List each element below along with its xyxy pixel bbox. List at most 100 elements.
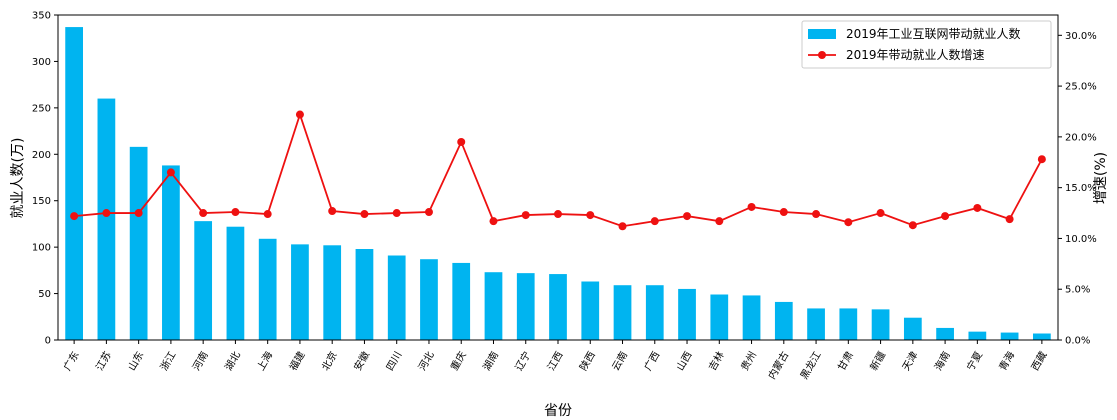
bar-海南 (936, 327, 954, 340)
bar-山东 (129, 146, 148, 340)
growth-point-广东 (70, 212, 79, 221)
legend-box (801, 20, 1052, 69)
bar-河南 (194, 221, 213, 340)
x-tick-label: 四川 (385, 350, 405, 373)
bar-云南 (613, 285, 632, 340)
bar-甘肃 (839, 308, 858, 340)
x-tick-label: 辽宁 (512, 349, 533, 373)
x-tick-label: 重庆 (448, 349, 469, 373)
y2-tick-label: 15.0% (1065, 183, 1097, 194)
growth-point-新疆 (876, 209, 885, 218)
growth-point-贵州 (747, 202, 756, 211)
x-tick-label: 新疆 (867, 349, 888, 373)
x-axis-title: 省份 (544, 403, 572, 419)
growth-point-山西 (683, 212, 692, 221)
y2-tick-label: 25.0% (1065, 82, 1097, 93)
bar-广西 (645, 285, 664, 340)
x-tick-label: 上海 (254, 349, 275, 373)
legend-line-marker (818, 51, 826, 59)
growth-point-内蒙古 (779, 208, 788, 217)
growth-point-安徽 (360, 210, 369, 219)
y-tick-label: 250 (32, 103, 51, 114)
growth-point-湖南 (489, 217, 498, 226)
growth-point-吉林 (715, 217, 724, 226)
growth-point-甘肃 (844, 218, 853, 227)
growth-rate-line (74, 111, 1043, 228)
x-tick-label: 吉林 (706, 349, 727, 373)
y2-tick-label: 10.0% (1065, 234, 1097, 245)
bar-江苏 (97, 98, 116, 340)
growth-point-黑龙江 (812, 210, 821, 219)
bar-河北 (420, 259, 438, 340)
bar-安徽 (355, 249, 374, 340)
y-tick-label: 200 (32, 150, 51, 161)
x-tick-label: 山西 (674, 350, 694, 373)
y-tick-label: 100 (32, 243, 51, 254)
bar-四川 (387, 255, 406, 340)
x-tick-label: 北京 (319, 349, 340, 373)
bar-黑龙江 (807, 308, 825, 340)
y-axis-title: 就业人数(万) (10, 138, 26, 219)
x-tick-label: 湖南 (480, 349, 501, 373)
x-tick-label: 江西 (545, 350, 565, 373)
x-tick-label: 宁夏 (964, 349, 985, 373)
growth-point-辽宁 (521, 211, 530, 220)
y2-tick-label: 0.0% (1065, 336, 1090, 347)
bar-陕西 (581, 281, 600, 340)
bar-贵州 (742, 295, 761, 340)
bar-重庆 (452, 262, 471, 340)
x-tick-label: 黑龙江 (797, 349, 823, 381)
bar-上海 (258, 238, 277, 340)
x-tick-label: 天津 (900, 350, 920, 373)
y-tick-label: 50 (38, 289, 51, 300)
bar-西藏 (1033, 333, 1051, 340)
x-tick-label: 广西 (642, 350, 662, 373)
x-tick-label: 陕西 (577, 349, 598, 373)
x-tick-label: 青海 (996, 349, 1017, 373)
y2-tick-label: 30.0% (1065, 31, 1097, 42)
x-tick-label: 海南 (931, 349, 952, 373)
x-tick-label: 广东 (60, 349, 81, 373)
bar-内蒙古 (774, 301, 793, 340)
growth-point-重庆 (457, 137, 466, 146)
growth-point-四川 (392, 209, 401, 218)
bar-北京 (323, 245, 342, 340)
growth-point-河北 (424, 208, 433, 217)
growth-point-浙江 (166, 168, 175, 177)
growth-point-天津 (908, 221, 917, 230)
legend-bar-label: 2019年工业互联网带动就业人数 (846, 26, 1021, 41)
x-tick-label: 浙江 (158, 350, 178, 373)
growth-point-西藏 (1037, 155, 1046, 164)
growth-point-山东 (134, 209, 143, 218)
x-tick-label: 甘肃 (835, 349, 856, 373)
legend-bar-swatch (808, 29, 836, 39)
line-layer (70, 110, 1046, 231)
legend: 2019年工业互联网带动就业人数 2019年带动就业人数增速 (801, 20, 1052, 69)
growth-point-湖北 (231, 208, 240, 217)
y-tick-label: 300 (32, 57, 51, 68)
growth-point-陕西 (586, 211, 595, 220)
growth-point-广西 (650, 217, 659, 226)
right-axis: 0.0% 5.0% 10.0% 15.0% 20.0% 25.0% 30.0% (1058, 31, 1097, 347)
growth-point-江苏 (102, 209, 111, 218)
x-tick-label: 江苏 (93, 349, 114, 373)
y-tick-label: 350 (32, 11, 51, 22)
growth-point-福建 (295, 110, 304, 119)
growth-point-北京 (328, 207, 337, 216)
bar-江西 (549, 274, 567, 340)
bar-浙江 (162, 165, 180, 340)
bar-湖北 (226, 226, 245, 340)
x-tick-label: 内蒙古 (765, 349, 791, 381)
bar-福建 (291, 244, 309, 340)
y-tick-label: 150 (32, 196, 51, 207)
x-tick-label: 西藏 (1029, 350, 1049, 373)
growth-point-宁夏 (973, 203, 982, 212)
bar-湖南 (484, 272, 503, 340)
y2-tick-label: 5.0% (1065, 285, 1090, 296)
bar-青海 (1000, 332, 1019, 340)
y2-axis-title: 增速(%) (1093, 152, 1109, 204)
bar-宁夏 (968, 331, 987, 340)
x-tick-label: 山东 (125, 349, 146, 373)
x-tick-label: 河南 (189, 349, 210, 373)
